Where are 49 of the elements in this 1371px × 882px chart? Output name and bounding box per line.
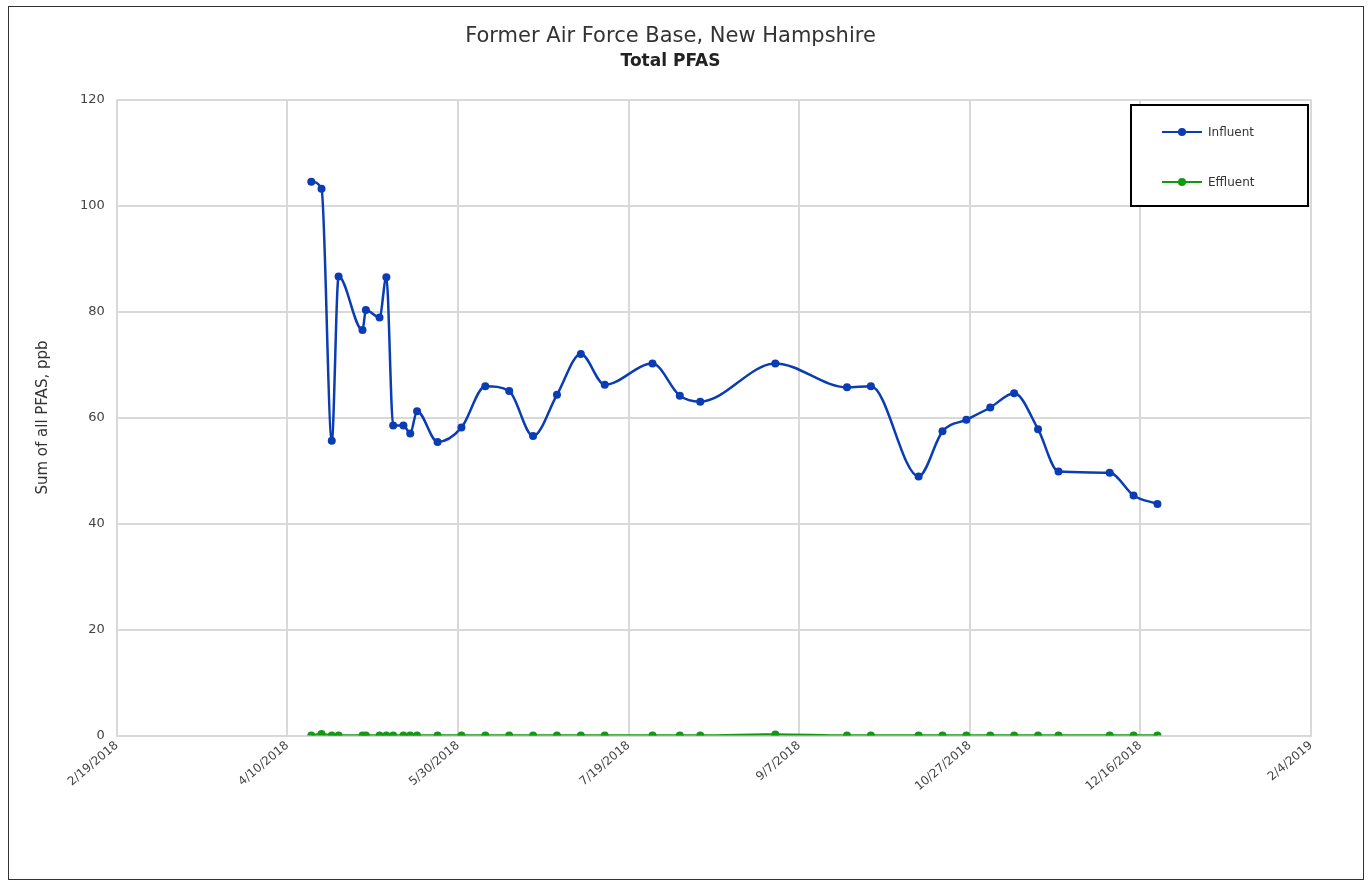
- point: [375, 313, 384, 322]
- point: [457, 423, 466, 432]
- point: [552, 390, 561, 399]
- point: [938, 427, 947, 436]
- point: [1129, 491, 1138, 500]
- point: [358, 326, 367, 335]
- point: [481, 382, 490, 391]
- y-tick-label: 0: [96, 726, 105, 742]
- y-tick-label: 60: [88, 408, 105, 424]
- point: [986, 403, 995, 412]
- point: [1105, 468, 1114, 477]
- legend-label: Effluent: [1208, 175, 1255, 190]
- point: [317, 184, 326, 193]
- point: [307, 177, 316, 186]
- point: [1010, 389, 1019, 398]
- chart-subtitle: Total PFAS: [620, 49, 721, 70]
- y-tick-label: 80: [88, 302, 105, 318]
- chart-title: Former Air Force Base, New Hampshire: [465, 23, 876, 48]
- legend-label: Influent: [1208, 125, 1255, 140]
- point: [675, 391, 684, 400]
- point: [866, 382, 875, 391]
- point: [696, 397, 705, 406]
- y-axis-title: Sum of all PFAS, ppb: [32, 340, 51, 495]
- point: [962, 415, 971, 424]
- y-tick-label: 20: [88, 620, 105, 636]
- point: [433, 437, 442, 446]
- point: [505, 387, 514, 396]
- point: [413, 407, 422, 416]
- point: [842, 383, 851, 392]
- y-tick-label: 100: [79, 196, 105, 212]
- point: [334, 272, 343, 281]
- y-tick-label: 40: [88, 514, 105, 530]
- point: [600, 380, 609, 389]
- point: [576, 349, 585, 358]
- point: [1153, 499, 1162, 508]
- point: [382, 273, 391, 282]
- point: [648, 359, 657, 368]
- point: [327, 436, 336, 445]
- point: [914, 472, 923, 481]
- point: [529, 432, 538, 441]
- y-tick-label: 120: [79, 90, 105, 106]
- point: [406, 429, 415, 438]
- point: [399, 421, 408, 430]
- point: [317, 729, 326, 736]
- point: [1054, 467, 1063, 476]
- point: [1034, 425, 1043, 434]
- point: [361, 305, 370, 314]
- point: [389, 421, 398, 430]
- point: [771, 359, 780, 368]
